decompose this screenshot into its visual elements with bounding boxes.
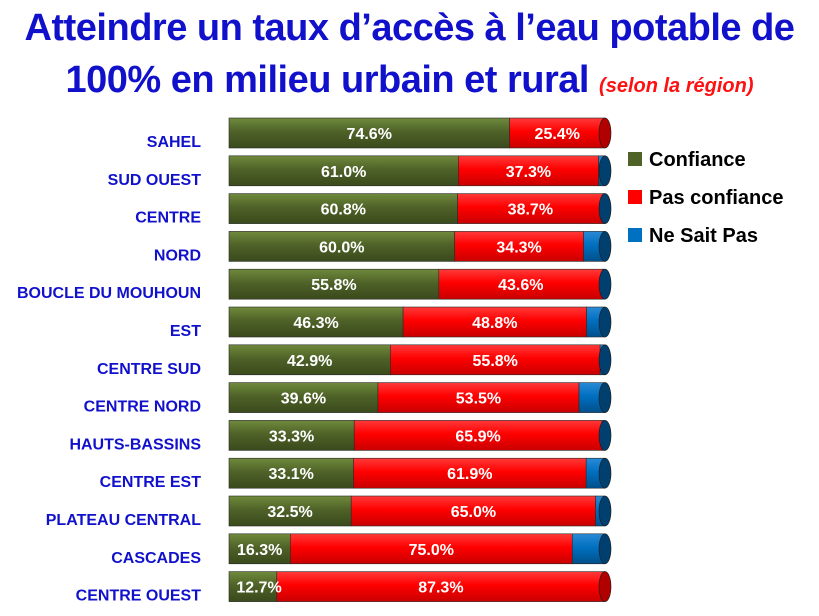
bar-segment	[228, 306, 404, 338]
legend-label: Pas confiance	[649, 187, 784, 209]
category-label: BOUCLE DU MOUHOUN	[17, 285, 201, 302]
legend-label: Ne Sait Pas	[649, 225, 758, 247]
bar-end-cap	[598, 457, 612, 489]
bar-segment	[353, 457, 587, 489]
data-label: 55.8%	[311, 277, 356, 294]
subtitle: (selon la région)	[599, 75, 754, 97]
bar-segment	[228, 344, 391, 376]
bar-segment	[402, 306, 587, 338]
bar-segment	[228, 382, 379, 413]
bar-segment	[228, 231, 455, 262]
data-label: 61.9%	[447, 466, 492, 483]
title-line-2-text: 100% en milieu urbain et rural	[65, 59, 589, 101]
bar-end-cap	[598, 344, 612, 376]
bar-segment	[289, 533, 573, 565]
data-label: 75.0%	[409, 542, 454, 559]
bar-segment	[228, 457, 354, 489]
bar-segment	[228, 533, 291, 565]
bar-end-cap	[598, 306, 612, 338]
bar-end-cap	[598, 231, 612, 262]
bar-segment	[353, 420, 603, 451]
category-label: PLATEAU CENTRAL	[46, 512, 201, 529]
data-label: 61.0%	[321, 164, 366, 181]
data-label: 60.0%	[319, 239, 364, 256]
bar-segment	[228, 193, 458, 224]
data-label: 53.5%	[456, 391, 501, 408]
data-label: 42.9%	[287, 353, 332, 370]
data-label: 46.3%	[293, 315, 338, 332]
bar-end-cap	[598, 117, 612, 149]
bar-segment	[377, 382, 580, 413]
bar-segment	[228, 155, 459, 187]
bar-segment	[457, 193, 604, 224]
data-label: 48.8%	[472, 315, 517, 332]
data-label: 65.0%	[451, 504, 496, 521]
category-label: HAUTS-BASSINS	[69, 436, 201, 453]
data-label: 32.5%	[267, 504, 312, 521]
bar-segment	[390, 344, 601, 376]
title-line-2: 100% en milieu urbain et rural (selon la…	[0, 54, 819, 112]
bar-end-cap	[598, 193, 612, 224]
data-label: 43.6%	[498, 277, 543, 294]
data-label: 60.8%	[321, 202, 366, 219]
data-label: 38.7%	[508, 202, 553, 219]
bar-segment	[438, 268, 604, 300]
data-label: 12.7%	[236, 580, 281, 597]
bar-end-cap	[598, 268, 612, 300]
category-label: CENTRE	[135, 210, 201, 227]
category-label: CASCADES	[111, 550, 201, 567]
bar-segment	[350, 495, 596, 527]
data-label: 25.4%	[535, 126, 580, 143]
data-label: 16.3%	[237, 542, 282, 559]
category-label: NORD	[154, 247, 201, 264]
category-label: SAHEL	[147, 134, 201, 151]
chart-title: Atteindre un taux d’accès à l’eau potabl…	[0, 2, 819, 112]
category-label: CENTRE EST	[100, 474, 202, 491]
data-label: 33.3%	[269, 428, 314, 445]
data-label: 74.6%	[347, 126, 392, 143]
bar-end-cap	[598, 495, 612, 527]
bar-end-cap	[598, 571, 612, 602]
bar-end-cap	[598, 533, 612, 565]
data-label: 87.3%	[418, 580, 463, 597]
bar-segment	[228, 268, 440, 300]
category-label: EST	[170, 323, 201, 340]
bar-end-cap	[598, 155, 612, 187]
bar-segment	[509, 117, 606, 149]
data-label: 33.1%	[269, 466, 314, 483]
title-line-1: Atteindre un taux d’accès à l’eau potabl…	[24, 7, 795, 49]
data-label: 65.9%	[455, 428, 500, 445]
data-label: 37.3%	[506, 164, 551, 181]
bar-segment	[458, 155, 599, 187]
legend-swatch	[628, 228, 642, 242]
category-label: CENTRE OUEST	[76, 588, 202, 605]
legend-swatch	[628, 190, 642, 204]
data-label: 39.6%	[281, 391, 326, 408]
category-label: CENTRE SUD	[97, 361, 201, 378]
data-label: 55.8%	[473, 353, 518, 370]
data-label: 34.3%	[496, 239, 541, 256]
category-label: CENTRE NORD	[84, 399, 201, 416]
bar-end-cap	[598, 382, 612, 413]
bar-segment	[228, 571, 278, 602]
bar-end-cap	[598, 420, 612, 451]
legend-swatch	[628, 152, 642, 166]
bar-segment	[228, 420, 355, 451]
category-label: SUD OUEST	[108, 172, 202, 189]
legend-label: Confiance	[649, 149, 746, 171]
